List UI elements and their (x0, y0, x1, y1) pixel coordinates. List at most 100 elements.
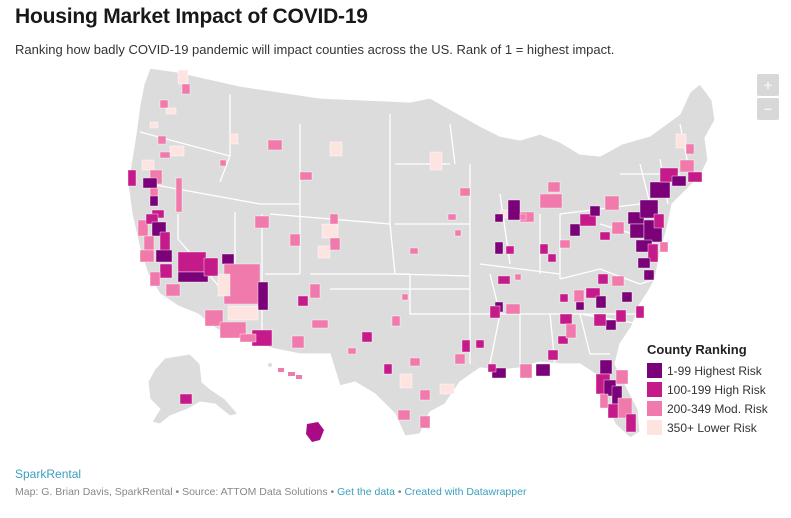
county-area[interactable] (361, 331, 373, 343)
county-area[interactable] (181, 83, 191, 95)
county-area[interactable] (625, 413, 637, 433)
county-area[interactable] (299, 171, 313, 181)
county-area[interactable] (611, 221, 625, 235)
county-area[interactable] (311, 319, 329, 329)
county-area[interactable] (494, 241, 504, 255)
county-area[interactable] (291, 335, 305, 349)
county-area[interactable] (611, 275, 625, 287)
county-area[interactable] (127, 169, 137, 187)
county-area[interactable] (391, 315, 401, 327)
county-area[interactable] (565, 323, 577, 339)
county-area[interactable] (569, 223, 581, 237)
zoom-in-button[interactable]: + (757, 74, 779, 96)
county-area[interactable] (649, 181, 671, 199)
county-area[interactable] (605, 319, 617, 331)
county-area[interactable] (317, 245, 331, 259)
county-area[interactable] (419, 415, 431, 429)
county-area[interactable] (547, 253, 557, 263)
county-area[interactable] (439, 383, 455, 395)
county-area[interactable] (165, 283, 181, 297)
choropleth-map[interactable] (0, 64, 791, 460)
county-area[interactable] (169, 145, 185, 157)
contiguous-us-shape[interactable] (127, 67, 716, 439)
county-area[interactable] (675, 133, 687, 149)
county-area[interactable] (297, 295, 309, 307)
county-area[interactable] (599, 359, 613, 375)
county-area[interactable] (535, 363, 551, 377)
county-area[interactable] (653, 213, 665, 229)
county-area[interactable] (257, 281, 269, 311)
county-area[interactable] (585, 287, 601, 299)
county-area[interactable] (221, 253, 235, 265)
county-area[interactable] (575, 301, 585, 311)
county-area[interactable] (137, 219, 149, 237)
county-area[interactable] (621, 291, 633, 303)
county-area[interactable] (519, 363, 533, 379)
county-area[interactable] (505, 245, 515, 255)
county-area[interactable] (159, 99, 169, 109)
get-data-link[interactable]: Get the data (337, 486, 395, 498)
county-area[interactable] (139, 249, 155, 263)
county-area[interactable] (409, 247, 419, 255)
zoom-out-button[interactable]: − (757, 98, 779, 120)
county-area[interactable] (239, 333, 257, 343)
county-area[interactable] (557, 335, 569, 345)
county-area[interactable] (159, 263, 173, 279)
county-area[interactable] (604, 195, 620, 211)
county-area[interactable] (397, 409, 411, 421)
county-area[interactable] (507, 199, 521, 221)
county-area[interactable] (329, 237, 341, 251)
county-area[interactable] (454, 229, 462, 237)
county-area[interactable] (254, 215, 270, 229)
county-area[interactable] (321, 223, 339, 239)
county-area[interactable] (204, 309, 224, 327)
county-area[interactable] (165, 107, 177, 115)
hawaii-shape[interactable] (268, 363, 324, 442)
county-area[interactable] (687, 171, 703, 183)
county-area[interactable] (157, 135, 167, 145)
county-area[interactable] (615, 309, 627, 323)
map-svg[interactable] (0, 64, 791, 460)
county-area[interactable] (597, 273, 609, 285)
county-area[interactable] (149, 195, 159, 207)
county-area[interactable] (447, 213, 457, 221)
county-area[interactable] (177, 69, 189, 85)
county-area[interactable] (519, 213, 527, 221)
county-area[interactable] (383, 363, 393, 375)
county-area[interactable] (409, 357, 421, 367)
county-area[interactable] (589, 205, 601, 217)
county-area[interactable] (639, 199, 659, 219)
county-area[interactable] (149, 121, 159, 129)
county-area[interactable] (309, 283, 321, 299)
county-area[interactable] (559, 313, 573, 325)
county-area[interactable] (159, 151, 171, 159)
county-area[interactable] (599, 393, 609, 409)
county-area[interactable] (175, 177, 183, 213)
county-area[interactable] (489, 305, 501, 319)
county-area[interactable] (643, 269, 655, 281)
county-area[interactable] (497, 275, 511, 285)
county-area[interactable] (347, 347, 357, 355)
county-area[interactable] (629, 223, 645, 239)
county-area[interactable] (487, 363, 497, 373)
county-area[interactable] (399, 373, 413, 389)
county-area[interactable] (539, 193, 563, 209)
county-area[interactable] (573, 289, 585, 303)
county-area[interactable] (155, 249, 173, 263)
county-area[interactable] (177, 251, 207, 273)
county-area[interactable] (547, 349, 559, 361)
county-area[interactable] (659, 241, 669, 253)
county-area[interactable] (514, 273, 522, 281)
county-area[interactable] (219, 159, 227, 167)
county-area[interactable] (593, 313, 607, 327)
county-area[interactable] (475, 339, 485, 349)
county-area[interactable] (217, 273, 231, 297)
county-area[interactable] (429, 151, 443, 171)
county-area[interactable] (179, 393, 193, 405)
county-area[interactable] (491, 367, 507, 379)
county-area[interactable] (177, 271, 209, 283)
county-area[interactable] (454, 353, 466, 365)
county-area[interactable] (579, 213, 597, 227)
county-area[interactable] (635, 305, 645, 319)
county-area[interactable] (647, 243, 659, 263)
